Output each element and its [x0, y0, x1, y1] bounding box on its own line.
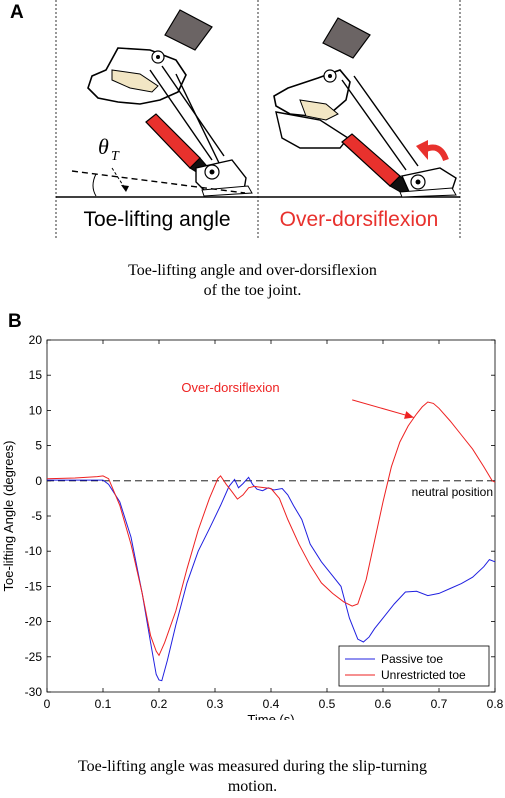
panel-b-caption: Toe-lifting angle was measured during th… [0, 757, 505, 797]
x-axis-ticks: 0 0.1 0.2 0.3 0.4 0.5 0.6 0.7 0.8 [44, 340, 504, 711]
y-axis-ticks: 20 15 10 5 0 -5 -10 -15 -20 -25 -30 [25, 333, 495, 699]
y-tick-label: -15 [25, 579, 43, 593]
x-tick-label: 0 [44, 697, 51, 711]
chart-legend: Passive toe Unrestricted toe [338, 645, 490, 687]
series-line-unrestricted-toe [46, 401, 496, 657]
cylinder-left [145, 113, 201, 169]
actuator-block-left [164, 9, 213, 51]
actuator-block-right [322, 17, 371, 59]
y-tick-label: -5 [31, 509, 42, 523]
y-tick-label: -25 [25, 650, 43, 664]
toe-pivot-dot-left [209, 169, 215, 175]
x-tick-label: 0.1 [95, 697, 112, 711]
toe-angle-dashed-line [71, 170, 246, 194]
annotation-arrowhead [404, 411, 414, 419]
toe-lifting-angle-title: Toe-lifting angle [83, 208, 230, 231]
toe-pad-left [201, 185, 253, 197]
robot-foot-left [87, 9, 253, 197]
series-lines [46, 401, 496, 682]
cylinder-right [341, 133, 401, 187]
theta-symbol: θ [98, 134, 109, 159]
panel-a-caption: Toe-lifting angle and over-dorsiflexion … [0, 261, 505, 301]
y-tick-label: -30 [25, 685, 43, 699]
annotation-arrow-line [352, 399, 414, 418]
joint-pad-right [299, 99, 339, 121]
x-tick-label: 0.3 [207, 697, 224, 711]
y-tick-label: -10 [25, 544, 43, 558]
legend-box [338, 645, 490, 687]
x-axis-label: Time (s) [247, 712, 294, 720]
panel-b-caption-line2: motion. [227, 778, 278, 795]
y-tick-label: 10 [29, 403, 43, 417]
x-tick-label: 0.2 [151, 697, 168, 711]
theta-subscript: T [111, 149, 120, 164]
shank-rod-right-2 [353, 75, 419, 167]
shank-rod-left-2 [161, 65, 225, 157]
over-dorsiflexion-title: Over-dorsiflexion [280, 208, 439, 231]
y-tick-label: 15 [29, 368, 43, 382]
x-tick-label: 0.5 [319, 697, 336, 711]
y-tick-label: -20 [25, 615, 43, 629]
x-tick-label: 0.8 [487, 697, 504, 711]
shank-rod-right-1 [341, 79, 407, 171]
heel-right [275, 111, 350, 149]
x-tick-label: 0.4 [263, 697, 280, 711]
joint-pad-left [111, 69, 159, 93]
panel-b-caption-line1: Toe-lifting angle was measured during th… [77, 758, 427, 775]
panel-a-caption-line2: of the toe joint. [203, 282, 302, 299]
x-tick-label: 0.6 [375, 697, 392, 711]
legend-entry: Unrestricted toe [381, 668, 466, 682]
ankle-pivot-dot-left [156, 55, 160, 59]
toe-joint-illustration: θ T Toe-lifting angle Over-dorsiflexion [55, 0, 461, 240]
toe-pad-right [399, 187, 457, 198]
toe-pivot-dot-right [415, 179, 421, 185]
panel-a-caption-line1: Toe-lifting angle and over-dorsiflexion [128, 262, 377, 279]
shank-rod-left-3 [175, 73, 221, 166]
y-tick-label: 20 [29, 333, 43, 347]
x-tick-label: 0.7 [431, 697, 448, 711]
y-tick-label: 0 [35, 474, 42, 488]
robot-foot-right [273, 17, 457, 198]
theta-arc [92, 173, 97, 197]
neutral-position-label: neutral position [412, 485, 493, 499]
panel-a-label: A [10, 2, 24, 23]
panel-b-label: B [8, 311, 22, 332]
over-dorsiflexion-annotation: Over-dorsiflexion [181, 380, 279, 395]
shank-rod-left-1 [149, 69, 213, 161]
legend-entry: Passive toe [381, 652, 443, 666]
ankle-pivot-dot-right [328, 74, 332, 78]
rotation-arrowhead-icon [416, 140, 428, 160]
y-tick-label: 5 [35, 439, 42, 453]
theta-arrowhead [121, 185, 129, 192]
y-axis-label: Toe-lifting Angle (degrees) [1, 440, 16, 591]
